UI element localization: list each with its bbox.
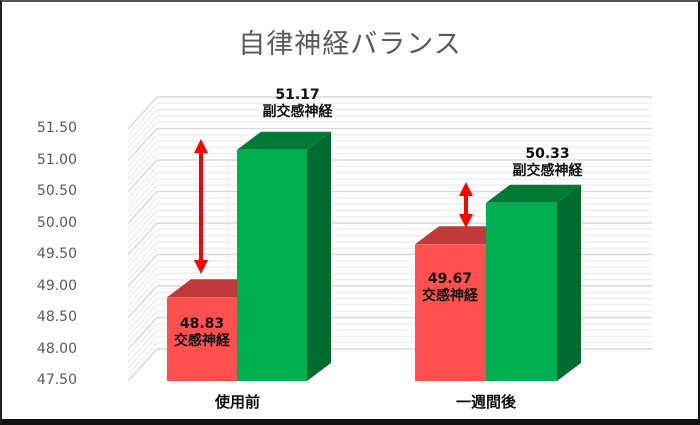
- side-minor-gridline: [127, 228, 158, 262]
- side-major-gridline: [127, 317, 158, 350]
- y-tick-label: 48.00: [36, 340, 77, 357]
- side-minor-gridline: [127, 115, 158, 149]
- side-minor-gridline: [127, 121, 158, 155]
- side-major-gridline: [127, 159, 158, 193]
- side-minor-gridline: [127, 247, 158, 281]
- y-tick-label: 50.00: [36, 214, 77, 231]
- arrow-down-head-icon: [459, 214, 473, 228]
- side-minor-gridline: [127, 298, 158, 332]
- side-major-gridline: [127, 128, 158, 161]
- data-label-value: 50.33: [525, 146, 570, 162]
- data-label-value: 49.67: [427, 271, 473, 287]
- bar-sympathetic-2: [415, 244, 486, 381]
- side-major-gridline: [127, 96, 158, 130]
- side-minor-gridline: [127, 184, 158, 218]
- side-minor-gridline: [127, 329, 158, 363]
- side-minor-gridline: [127, 304, 158, 338]
- data-label-value: 51.17: [275, 87, 320, 103]
- arrow-up-head-icon: [459, 182, 473, 196]
- bar-parasympathetic-1: [237, 149, 307, 381]
- side-minor-gridline: [127, 197, 158, 231]
- data-label-series: 副交感神経: [512, 163, 583, 179]
- side-minor-gridline: [127, 178, 158, 212]
- chart-title: 自律神経バランス: [238, 29, 462, 60]
- side-minor-gridline: [127, 323, 158, 357]
- bar-side-face: [307, 131, 331, 381]
- data-label-series: 交感神経: [174, 333, 230, 349]
- side-minor-gridline: [127, 266, 158, 300]
- y-tick-label: 48.50: [36, 309, 77, 325]
- y-tick-label: 49.50: [36, 246, 77, 262]
- side-minor-gridline: [127, 291, 158, 325]
- bar-top-face: [486, 184, 581, 203]
- side-major-gridline: [127, 348, 158, 382]
- data-label-series: 副交感神経: [262, 104, 333, 120]
- side-minor-gridline: [127, 172, 158, 206]
- side-minor-gridline: [127, 272, 158, 306]
- side-minor-gridline: [127, 102, 158, 136]
- y-tick-label: 51.00: [36, 151, 77, 168]
- bar-sympathetic-1: [167, 297, 237, 381]
- side-minor-gridline: [127, 342, 158, 376]
- data-label: 50.33 副交感神経: [490, 146, 605, 180]
- bar-top-face: [237, 131, 331, 150]
- side-minor-gridline: [127, 203, 158, 237]
- arrow-up-head-icon: [194, 139, 208, 153]
- side-minor-gridline: [127, 216, 158, 250]
- y-tick-label: 50.50: [36, 183, 77, 199]
- side-minor-gridline: [127, 235, 158, 269]
- side-minor-gridline: [127, 146, 158, 180]
- arrow-down-head-icon: [194, 260, 208, 274]
- bar-parasympathetic-2: [486, 202, 557, 381]
- side-minor-gridline: [127, 140, 158, 174]
- side-minor-gridline: [127, 109, 158, 143]
- side-minor-gridline: [127, 310, 158, 344]
- data-label: 48.83 交感神経: [167, 316, 237, 350]
- data-label-series: 交感神経: [422, 288, 478, 304]
- y-tick-label: 47.50: [36, 372, 77, 388]
- data-label: 49.67 交感神経: [409, 271, 491, 305]
- side-minor-gridline: [127, 260, 158, 294]
- side-minor-gridline: [127, 209, 158, 243]
- side-minor-gridline: [127, 134, 158, 168]
- y-tick-label: 51.50: [36, 120, 77, 136]
- side-major-gridline: [127, 191, 158, 224]
- x-category-label: 使用前: [214, 393, 260, 411]
- side-minor-gridline: [127, 279, 158, 313]
- side-major-gridline: [127, 254, 158, 287]
- side-minor-gridline: [127, 153, 158, 187]
- x-category-label: 一週間後: [455, 393, 516, 411]
- data-label: 51.17 副交感神経: [240, 87, 355, 121]
- side-minor-gridline: [127, 241, 158, 275]
- side-major-gridline: [127, 222, 158, 256]
- y-tick-label: 49.00: [36, 277, 77, 294]
- bar-side-face: [557, 184, 581, 381]
- side-minor-gridline: [127, 165, 158, 199]
- data-label-value: 48.83: [179, 316, 225, 332]
- side-minor-gridline: [127, 335, 158, 369]
- side-major-gridline: [127, 285, 158, 319]
